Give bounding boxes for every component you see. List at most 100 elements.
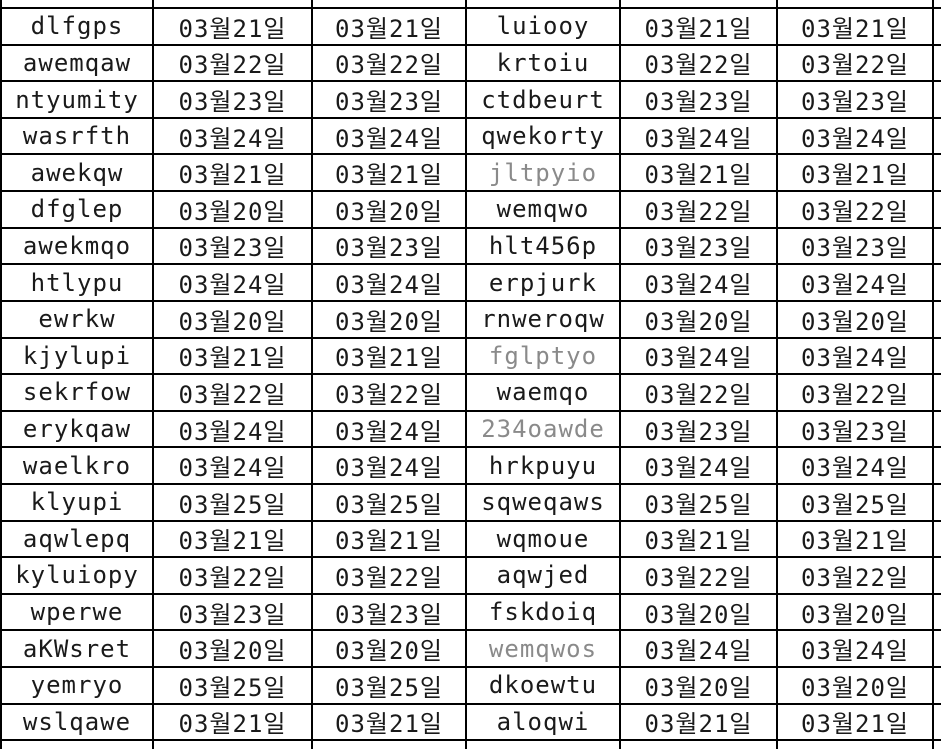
date-cell[interactable]: 03월20일	[621, 301, 776, 337]
name-cell[interactable]: sekrfow	[2, 375, 152, 410]
date-cell[interactable]: 03월21일	[313, 704, 465, 740]
date-cell[interactable]: 03월23일	[621, 411, 776, 447]
name-cell[interactable]: dfglep	[2, 192, 152, 227]
date-cell[interactable]: 03월20일	[154, 192, 311, 227]
date-cell[interactable]: 03월23일	[313, 82, 465, 117]
name-cell[interactable]: 234oawde	[467, 411, 619, 447]
name-cell[interactable]: kyluiopy	[2, 558, 152, 593]
name-cell[interactable]: qwekorty	[467, 118, 619, 154]
date-cell[interactable]: 03월21일	[154, 155, 311, 191]
date-cell[interactable]: 03월21일	[621, 521, 776, 557]
date-cell[interactable]: 03월24일	[778, 338, 932, 374]
date-cell[interactable]: 03월20일	[778, 667, 932, 703]
date-cell[interactable]: 03월22일	[778, 558, 932, 593]
date-cell[interactable]: 03월24일	[154, 118, 311, 154]
date-cell[interactable]: 03월24일	[154, 411, 311, 447]
date-cell[interactable]: 03월20일	[621, 594, 776, 630]
name-cell[interactable]: awemqaw	[2, 45, 152, 81]
name-cell[interactable]: ewrkw	[2, 301, 152, 337]
name-cell[interactable]: hrkpuyu	[467, 448, 619, 483]
date-cell[interactable]: 03월20일	[778, 594, 932, 630]
date-cell[interactable]: 03월21일	[313, 338, 465, 374]
name-cell[interactable]: yemryo	[2, 667, 152, 703]
date-cell[interactable]: 03월23일	[313, 594, 465, 630]
date-cell[interactable]: 03월25일	[621, 484, 776, 520]
date-cell[interactable]: 03월25일	[778, 484, 932, 520]
date-cell[interactable]: 03월20일	[313, 192, 465, 227]
date-cell[interactable]: 03월23일	[621, 228, 776, 264]
date-cell[interactable]: 03월21일	[778, 521, 932, 557]
date-cell[interactable]: 03월21일	[154, 704, 311, 740]
date-cell[interactable]: 03월22일	[154, 45, 311, 81]
date-cell[interactable]: 03월21일	[154, 9, 311, 44]
date-cell[interactable]: 03월21일	[621, 704, 776, 740]
date-cell[interactable]: 03월21일	[778, 704, 932, 740]
name-cell[interactable]: waemqo	[467, 375, 619, 410]
name-cell[interactable]: dkoewtu	[467, 667, 619, 703]
date-cell[interactable]: 03월22일	[621, 375, 776, 410]
name-cell[interactable]: klyupi	[2, 484, 152, 520]
name-cell[interactable]: wqmoue	[467, 521, 619, 557]
date-cell[interactable]: 03월20일	[313, 301, 465, 337]
date-cell[interactable]: 03월23일	[154, 594, 311, 630]
name-cell[interactable]: ntyumity	[2, 82, 152, 117]
date-cell[interactable]: 03월22일	[778, 45, 932, 81]
name-cell[interactable]: dlfgps	[2, 9, 152, 44]
date-cell[interactable]: 03월22일	[778, 375, 932, 410]
name-cell[interactable]: hlt456p	[467, 228, 619, 264]
date-cell[interactable]: 03월24일	[778, 265, 932, 300]
date-cell[interactable]: 03월20일	[154, 301, 311, 337]
name-cell[interactable]: wasrfth	[2, 118, 152, 154]
name-cell[interactable]: awekmqo	[2, 228, 152, 264]
name-cell[interactable]: sqweqaws	[467, 484, 619, 520]
date-cell[interactable]: 03월24일	[778, 631, 932, 666]
name-cell[interactable]: aKWsret	[2, 631, 152, 666]
date-cell[interactable]: 03월23일	[154, 228, 311, 264]
date-cell[interactable]: 03월22일	[154, 375, 311, 410]
name-cell[interactable]: wslqawe	[2, 704, 152, 740]
date-cell[interactable]: 03월24일	[313, 118, 465, 154]
name-cell[interactable]: wemqwo	[467, 192, 619, 227]
name-cell[interactable]: rnweroqw	[467, 301, 619, 337]
date-cell[interactable]: 03월25일	[313, 667, 465, 703]
date-cell[interactable]: 03월24일	[621, 265, 776, 300]
name-cell[interactable]: krtoiu	[467, 45, 619, 81]
date-cell[interactable]: 03월21일	[154, 338, 311, 374]
name-cell[interactable]: wemqwos	[467, 631, 619, 666]
date-cell[interactable]: 03월21일	[778, 9, 932, 44]
date-cell[interactable]: 03월22일	[313, 45, 465, 81]
name-cell[interactable]: aloqwi	[467, 704, 619, 740]
date-cell[interactable]: 03월24일	[313, 265, 465, 300]
date-cell[interactable]: 03월24일	[621, 631, 776, 666]
name-cell[interactable]: aqwlepq	[2, 521, 152, 557]
date-cell[interactable]: 03월24일	[313, 411, 465, 447]
date-cell[interactable]: 03월22일	[778, 192, 932, 227]
name-cell[interactable]: awekqw	[2, 155, 152, 191]
date-cell[interactable]: 03월24일	[778, 448, 932, 483]
date-cell[interactable]: 03월21일	[154, 521, 311, 557]
name-cell[interactable]: jltpyio	[467, 155, 619, 191]
date-cell[interactable]: 03월25일	[154, 484, 311, 520]
date-cell[interactable]: 03월24일	[313, 448, 465, 483]
date-cell[interactable]: 03월20일	[621, 667, 776, 703]
date-cell[interactable]: 03월21일	[313, 521, 465, 557]
date-cell[interactable]: 03월25일	[154, 667, 311, 703]
date-cell[interactable]: 03월24일	[778, 118, 932, 154]
date-cell[interactable]: 03월24일	[621, 118, 776, 154]
date-cell[interactable]: 03월22일	[313, 375, 465, 410]
date-cell[interactable]: 03월22일	[621, 45, 776, 81]
name-cell[interactable]: fskdoiq	[467, 594, 619, 630]
date-cell[interactable]: 03월21일	[621, 155, 776, 191]
date-cell[interactable]: 03월22일	[154, 558, 311, 593]
date-cell[interactable]: 03월24일	[154, 265, 311, 300]
date-cell[interactable]: 03월22일	[313, 558, 465, 593]
name-cell[interactable]: aqwjed	[467, 558, 619, 593]
date-cell[interactable]: 03월20일	[313, 631, 465, 666]
name-cell[interactable]: erykqaw	[2, 411, 152, 447]
name-cell[interactable]: kjylupi	[2, 338, 152, 374]
date-cell[interactable]: 03월23일	[621, 82, 776, 117]
date-cell[interactable]: 03월24일	[621, 338, 776, 374]
date-cell[interactable]: 03월23일	[778, 411, 932, 447]
date-cell[interactable]: 03월25일	[313, 484, 465, 520]
date-cell[interactable]: 03월24일	[621, 448, 776, 483]
